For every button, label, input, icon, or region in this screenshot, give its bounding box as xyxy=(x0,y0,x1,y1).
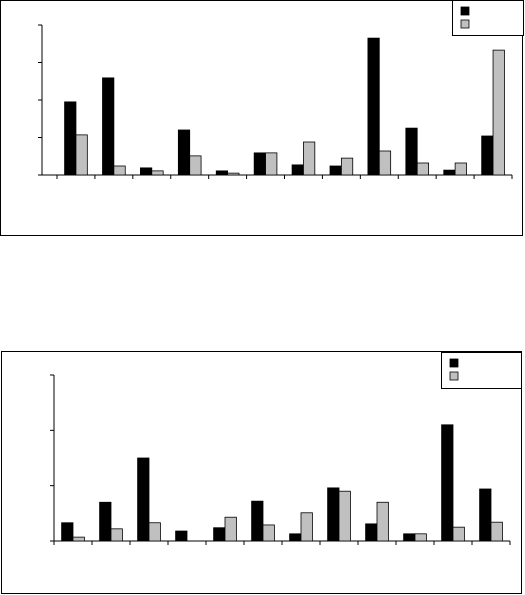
chart-frame xyxy=(1,351,522,594)
bar xyxy=(490,521,503,542)
bar xyxy=(303,141,316,176)
bar xyxy=(416,162,429,176)
bar xyxy=(64,101,77,176)
bar xyxy=(189,155,202,176)
bar xyxy=(338,490,351,542)
bar xyxy=(300,512,313,542)
legend-swatch xyxy=(449,371,459,381)
legend-swatch xyxy=(449,358,459,368)
bar xyxy=(441,424,454,542)
bar xyxy=(110,528,123,542)
bar xyxy=(253,152,266,176)
bar xyxy=(378,150,392,176)
bar xyxy=(113,165,126,176)
legend xyxy=(441,352,522,389)
bar xyxy=(175,530,188,542)
bar xyxy=(289,533,302,542)
bar xyxy=(213,527,226,542)
bar xyxy=(291,164,304,176)
bar xyxy=(443,169,456,176)
legend-swatch xyxy=(460,6,470,16)
bar xyxy=(329,165,342,176)
chart-frame xyxy=(0,0,523,236)
legend xyxy=(452,0,524,36)
bar xyxy=(177,129,191,176)
bar xyxy=(99,501,112,542)
bar xyxy=(365,523,378,542)
bar xyxy=(140,167,153,176)
bar xyxy=(227,172,240,176)
bar xyxy=(102,77,115,176)
bar xyxy=(376,501,389,542)
bar xyxy=(340,157,354,176)
bar xyxy=(403,533,416,542)
bar xyxy=(492,49,505,176)
bar xyxy=(137,457,150,542)
bar xyxy=(454,162,467,176)
bar xyxy=(452,526,465,542)
bar xyxy=(251,500,264,542)
bar xyxy=(405,127,418,176)
bar xyxy=(262,524,275,542)
bar xyxy=(224,516,237,542)
bar xyxy=(265,152,278,176)
bar xyxy=(148,522,161,542)
bar xyxy=(414,533,427,542)
bar xyxy=(327,487,340,542)
bar xyxy=(481,135,494,176)
bar xyxy=(61,522,74,542)
bar xyxy=(151,170,164,176)
bar xyxy=(215,170,229,176)
bar xyxy=(75,134,88,176)
bar xyxy=(479,488,492,542)
legend-swatch xyxy=(460,19,470,29)
bar xyxy=(367,37,380,176)
bar xyxy=(72,536,85,542)
